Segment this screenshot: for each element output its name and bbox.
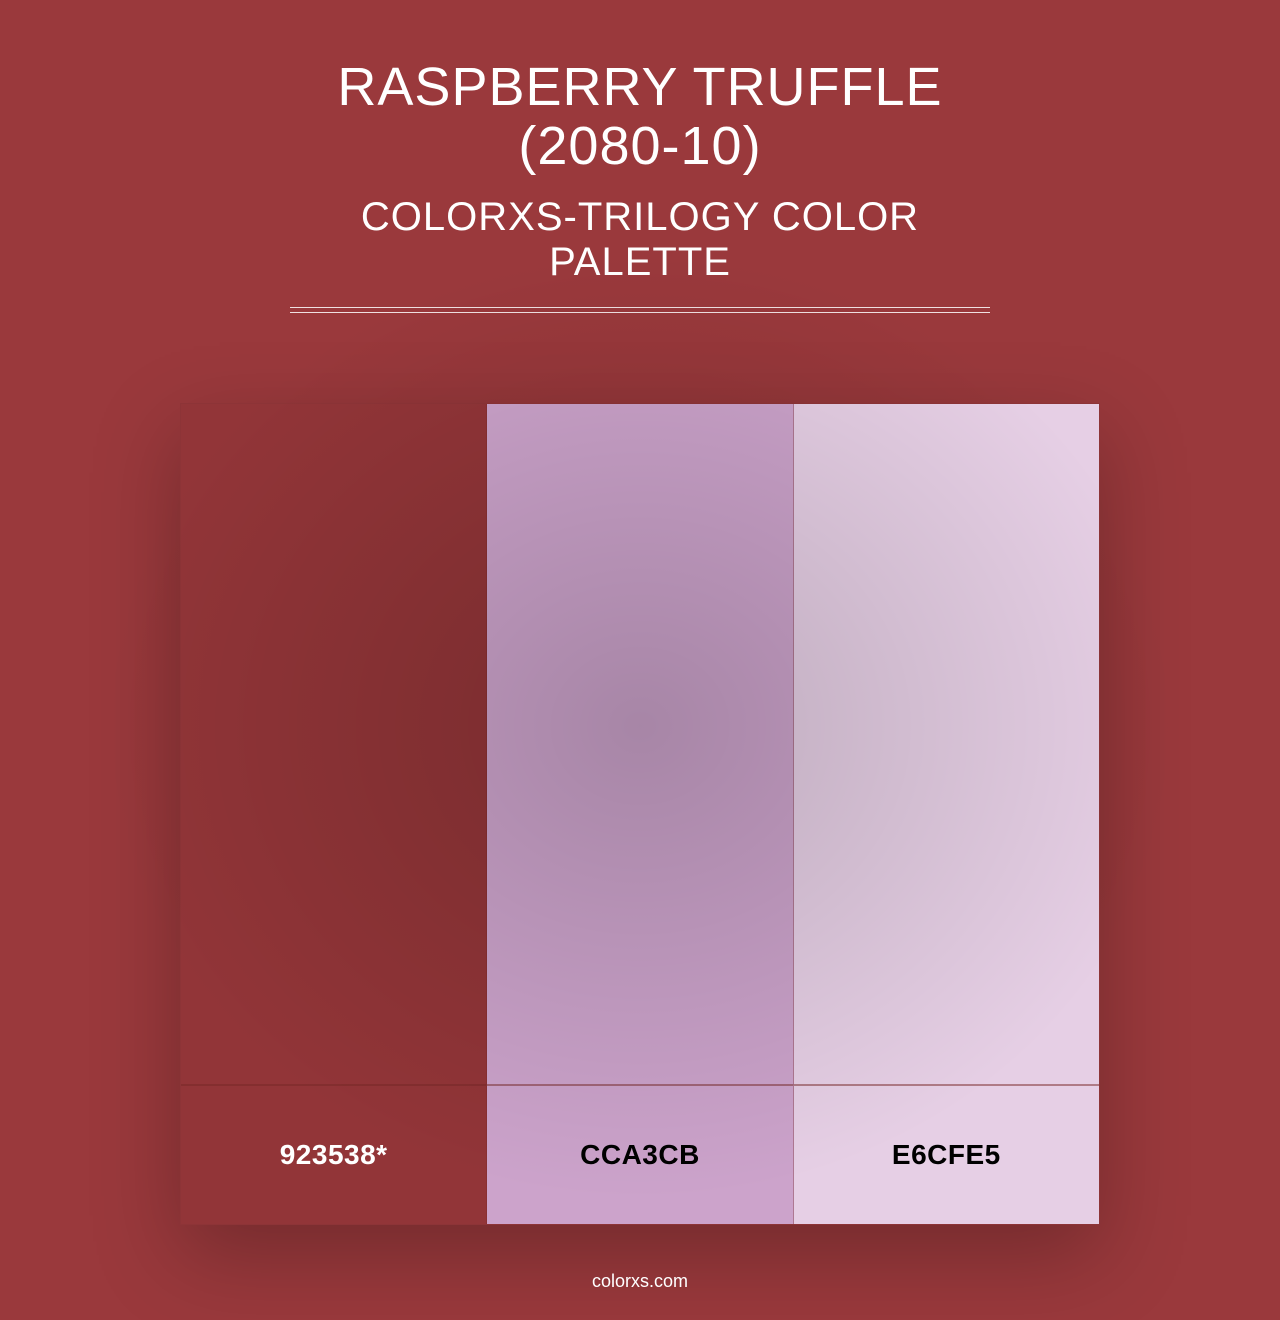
palette-infographic: Raspberry Truffle (2080-10) colorxs-tril… (0, 0, 1280, 1320)
swatch-1 (181, 404, 487, 1084)
swatch-2-label: CCA3CB (487, 1084, 793, 1224)
swatch-row (181, 404, 1099, 1084)
palette-grid: 923538* CCA3CB E6CFE5 (180, 403, 1100, 1225)
swatch-1-label: 923538* (181, 1084, 487, 1224)
footer-credit: colorxs.com (0, 1271, 1280, 1292)
header-rule (290, 307, 990, 313)
header: Raspberry Truffle (2080-10) colorxs-tril… (290, 58, 990, 313)
label-row: 923538* CCA3CB E6CFE5 (181, 1084, 1099, 1224)
swatch-3 (794, 404, 1099, 1084)
swatch-2 (487, 404, 793, 1084)
page-subtitle: colorxs-trilogy Color Palette (290, 195, 990, 285)
page-title: Raspberry Truffle (2080-10) (290, 58, 990, 177)
swatch-3-label: E6CFE5 (794, 1084, 1099, 1224)
